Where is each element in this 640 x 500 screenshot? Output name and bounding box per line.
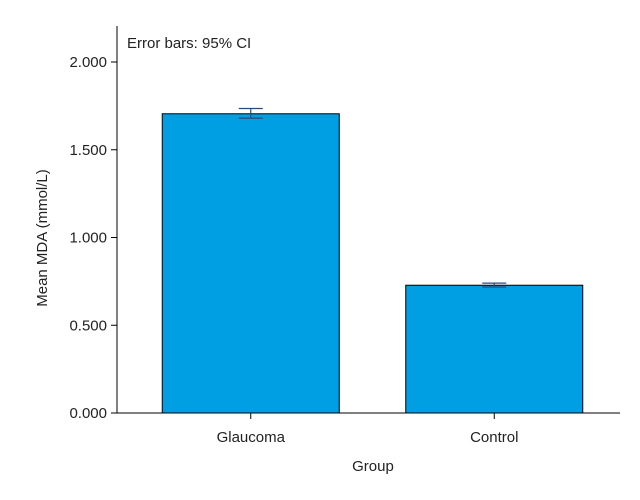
- bar-glaucoma: [161, 113, 340, 414]
- x-axis-title: Group: [352, 458, 394, 475]
- bar-control: [405, 284, 584, 414]
- y-tick-label: 2.000: [69, 54, 107, 71]
- error-bars: [238, 107, 507, 288]
- bars: [161, 113, 584, 414]
- y-tick-label: 1.000: [69, 230, 107, 247]
- y-axis-title: Mean MDA (mmol/L): [34, 169, 51, 307]
- y-tick-label: 1.500: [69, 142, 107, 159]
- y-tick-label: 0.000: [69, 405, 107, 422]
- y-axis: 0.000 0.500 1.000 1.500 2.000: [69, 26, 118, 422]
- x-tick-label: Control: [470, 429, 518, 446]
- x-axis: Glaucoma Control: [117, 412, 620, 446]
- x-tick-label: Glaucoma: [217, 429, 286, 446]
- error-bar-note: Error bars: 95% CI: [127, 35, 251, 52]
- y-tick-label: 0.500: [69, 317, 107, 334]
